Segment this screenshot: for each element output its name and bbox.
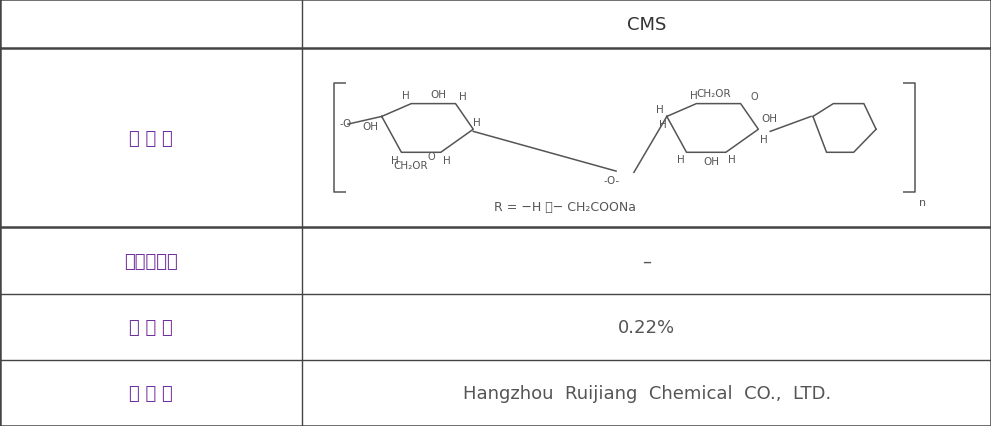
Text: OH: OH: [761, 114, 777, 124]
Text: -O-: -O-: [604, 176, 620, 186]
Text: H: H: [691, 91, 699, 101]
Text: H: H: [402, 91, 410, 101]
Text: n: n: [919, 197, 926, 207]
Text: H: H: [474, 118, 481, 128]
Text: H: H: [760, 134, 768, 144]
Text: -O: -O: [339, 118, 352, 128]
Text: 제 조 사: 제 조 사: [129, 384, 173, 402]
Text: R = −H 或− CH₂COONa: R = −H 或− CH₂COONa: [495, 201, 636, 213]
Text: 탈아세틸화: 탈아세틸화: [124, 252, 178, 270]
Text: O: O: [750, 92, 758, 102]
Text: CH₂OR: CH₂OR: [697, 89, 730, 99]
Text: CH₂OR: CH₂OR: [393, 161, 428, 170]
Text: OH: OH: [704, 156, 719, 166]
Text: H: H: [659, 119, 667, 129]
Text: 분 자 량: 분 자 량: [129, 130, 173, 147]
Text: H: H: [459, 92, 466, 102]
Text: H: H: [443, 155, 451, 165]
Text: H: H: [677, 155, 685, 165]
Text: 0.22%: 0.22%: [618, 318, 675, 336]
Text: OH: OH: [363, 121, 379, 131]
Text: H: H: [390, 155, 398, 165]
Text: H: H: [727, 155, 735, 165]
Text: OH: OH: [430, 90, 446, 100]
Text: Hangzhou  Ruijiang  Chemical  CO.,  LTD.: Hangzhou Ruijiang Chemical CO., LTD.: [463, 384, 830, 402]
Text: CMS: CMS: [627, 15, 666, 34]
Text: 치 환 도: 치 환 도: [129, 318, 173, 336]
Text: O: O: [427, 152, 435, 162]
Text: –: –: [642, 252, 651, 270]
Text: H: H: [656, 105, 664, 115]
